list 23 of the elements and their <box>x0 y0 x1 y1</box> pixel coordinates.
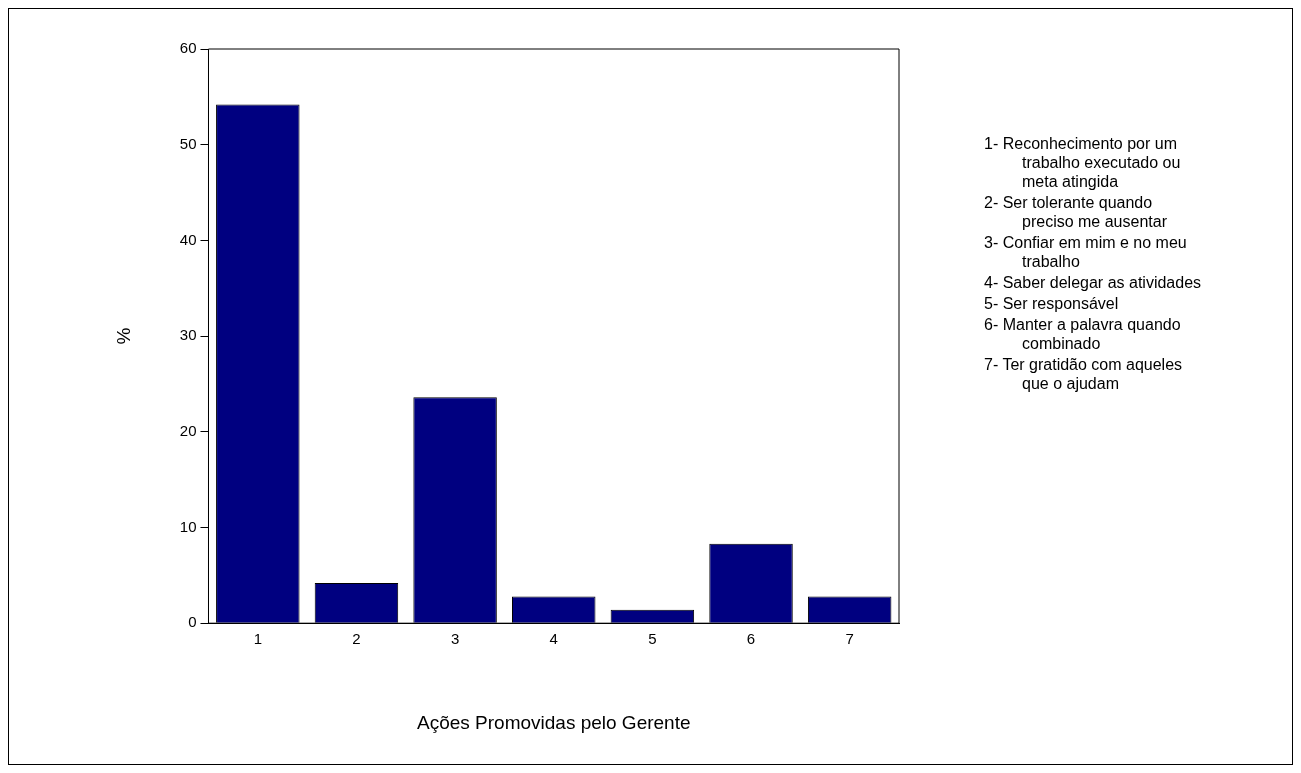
y-tick-label: 20 <box>179 421 197 439</box>
text: 5- Ser responsável <box>984 294 1120 313</box>
y-tick-label: 60 <box>179 39 197 57</box>
x-tick-label: 7 <box>845 630 854 648</box>
text: 7- Ter gratidão com aqueles que o ajudam <box>984 355 1184 393</box>
y-tick-label: 30 <box>179 326 197 344</box>
text: 4- Saber delegar as atividades <box>984 273 1203 292</box>
x-tick-label: 4 <box>549 630 558 648</box>
x-tick-label: 3 <box>450 630 460 648</box>
y-tick-label: 10 <box>179 517 197 535</box>
text: 2- Ser tolerante quando preciso me ausentar <box>984 193 1168 231</box>
x-tick-label: 6 <box>746 630 756 648</box>
x-tick-label: 2 <box>352 630 361 648</box>
y-axis-title: % <box>112 327 134 345</box>
x-tick-label: 1 <box>253 630 262 648</box>
x-tick-label: 5 <box>648 630 657 648</box>
y-tick-label: 50 <box>179 134 197 152</box>
text: 3- Confiar em mim e no meu trabalho <box>984 233 1188 271</box>
y-tick-label: 0 <box>188 613 197 631</box>
x-axis-title: Ações Promovidas pelo Gerente <box>416 711 691 733</box>
text: 6- Manter a palavra quando combinado <box>984 315 1182 353</box>
y-tick-label: 40 <box>179 230 197 248</box>
text: 1- Reconhecimento por um trabalho executado ou meta atingida <box>984 134 1182 191</box>
